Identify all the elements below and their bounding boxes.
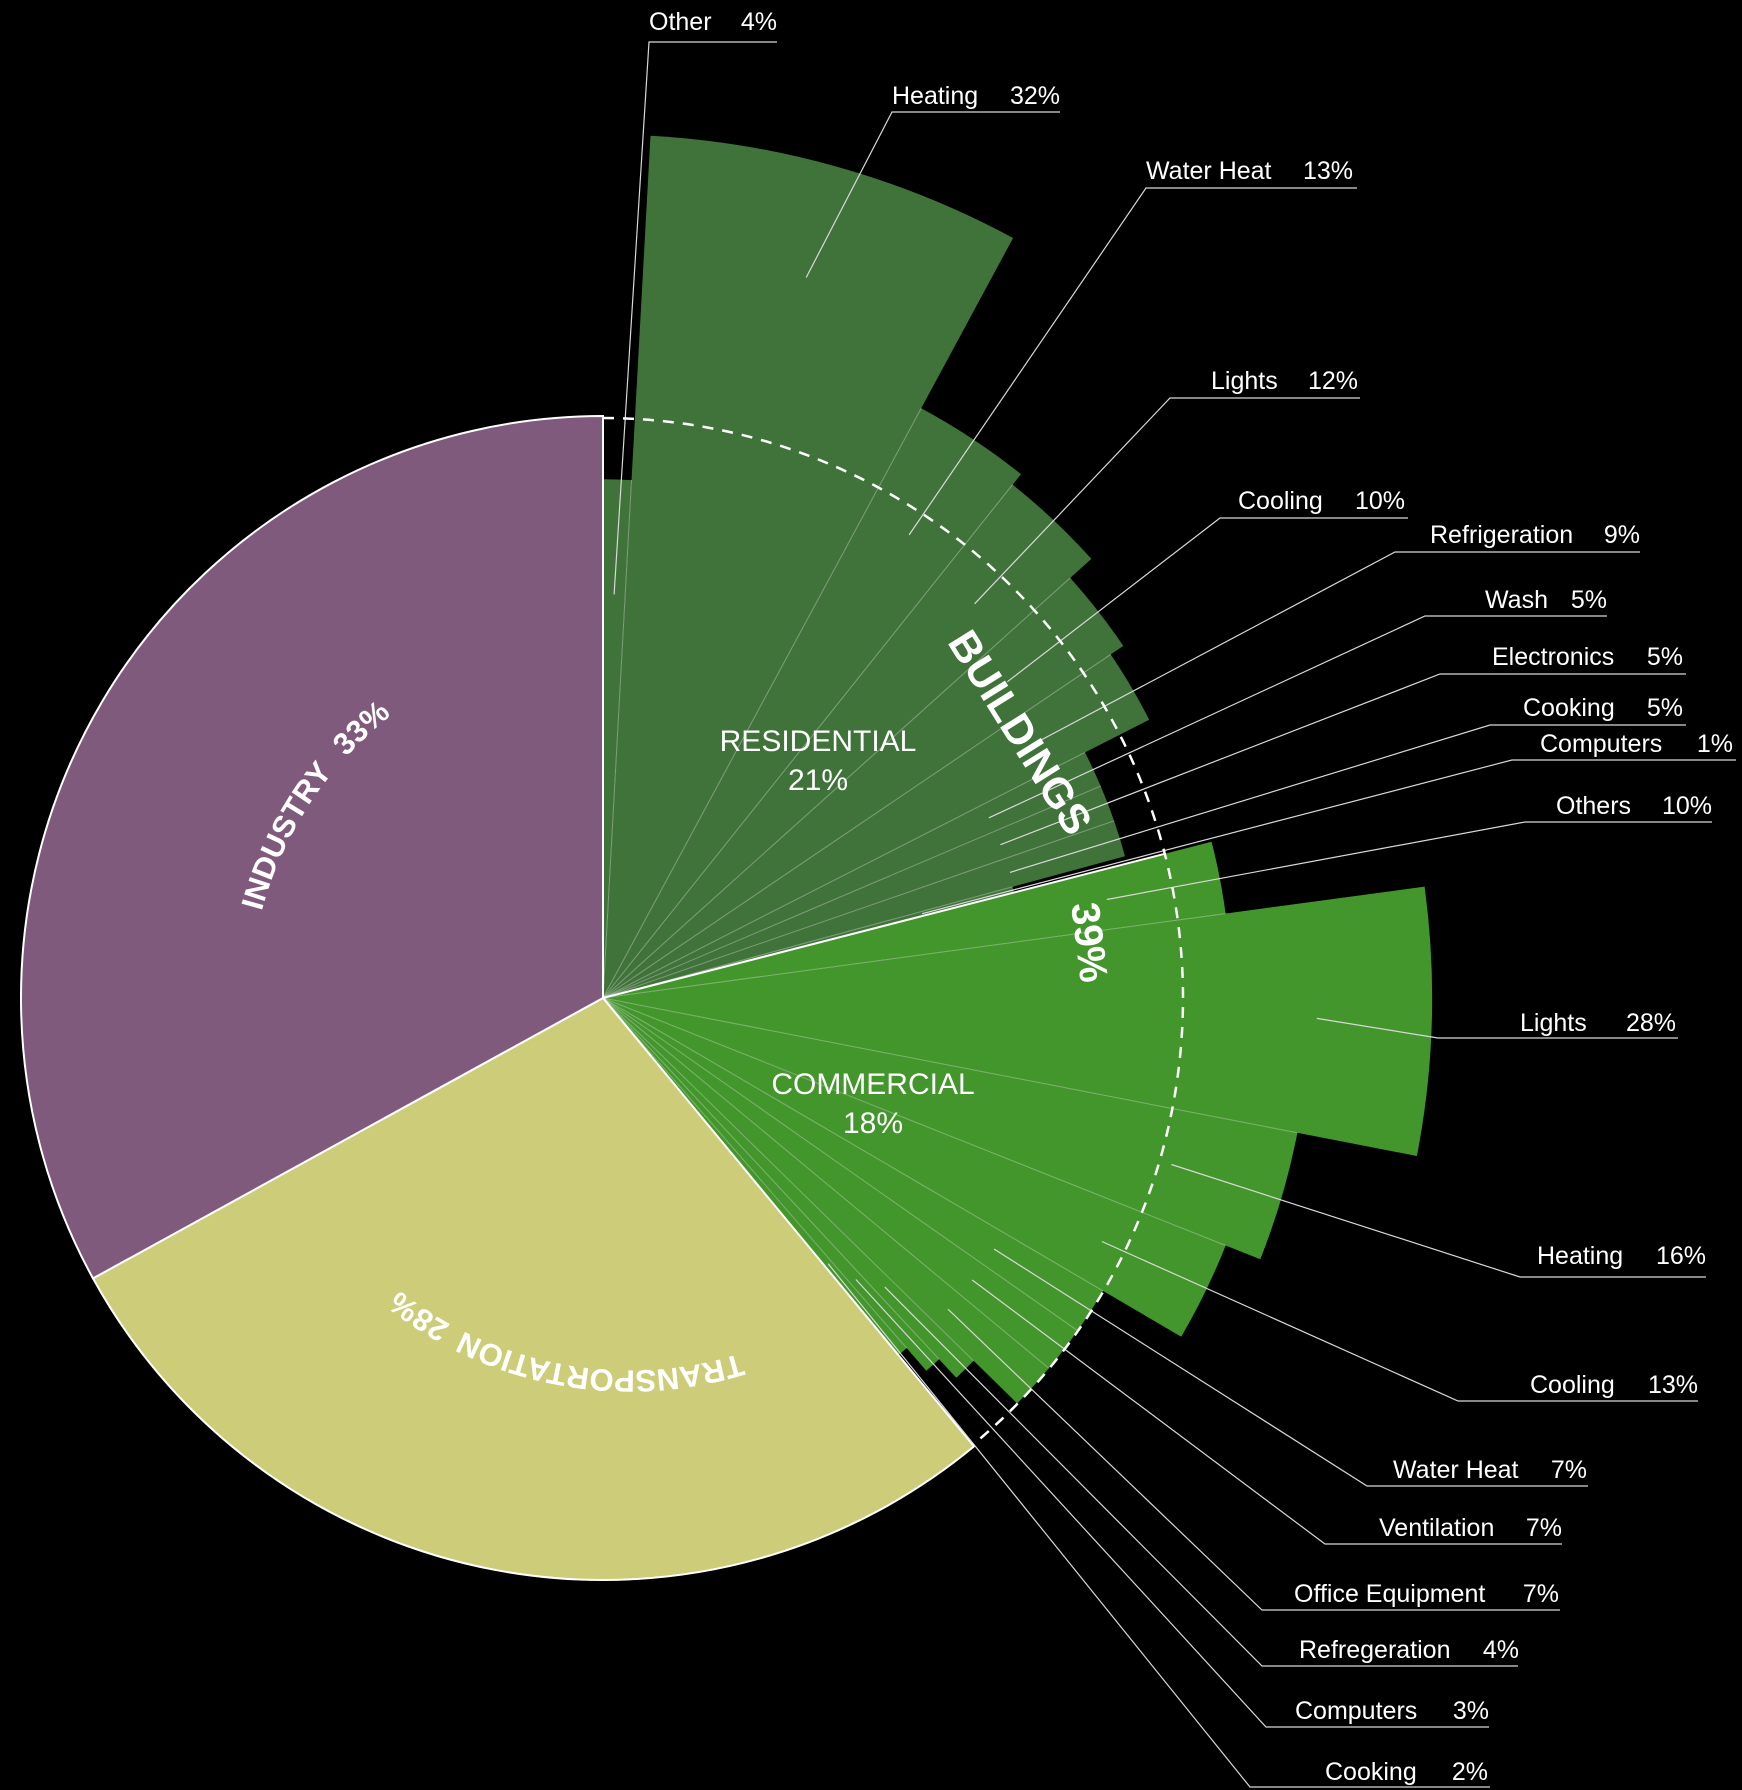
leader-line	[855, 1279, 1489, 1728]
bar-divider	[602, 820, 1115, 999]
res-label-electronics: Electronics 5%	[1492, 643, 1683, 671]
leader-line	[613, 41, 777, 595]
leader-line	[974, 397, 1360, 605]
res-label-cooling: Cooling 10%	[1238, 487, 1405, 515]
residential-labels: Other 4% Heating 32% Water Heat 13% Lights 1…	[649, 8, 1733, 758]
pie-slice-industry	[20, 414, 604, 1280]
res-label-refrigeration: Refrigeration 9%	[1430, 521, 1640, 549]
bar-divider	[602, 577, 1071, 999]
bar-divider	[602, 997, 1050, 1369]
res-label-cooking: Cooking 5%	[1523, 694, 1683, 722]
leader-line	[1106, 821, 1712, 901]
res-label-lights: Lights 12%	[1211, 367, 1358, 395]
bar-residential-electronics	[603, 786, 1115, 998]
bar-residential-other	[603, 479, 632, 998]
buildings-dashed-arc	[602, 416, 1185, 1446]
bar-residential-lights	[603, 484, 1092, 999]
leader-line	[971, 1279, 1562, 1545]
bar-divider	[602, 997, 1226, 1246]
leader-line	[805, 111, 1060, 278]
bar-residential-water-heat	[603, 408, 1021, 998]
bar-commercial-cooking	[603, 998, 907, 1356]
com-label-office-equipment: Office Equipment 7%	[1294, 1580, 1559, 1608]
res-label-water-heat: Water Heat 13%	[1146, 157, 1353, 185]
bar-divider	[602, 997, 974, 1362]
bar-divider	[602, 484, 1013, 999]
bar-divider	[602, 997, 907, 1349]
com-label-refregeration: Refregeration 4%	[1299, 1636, 1519, 1664]
leader-line	[1031, 551, 1640, 746]
bar-commercial-computers	[603, 998, 940, 1371]
leader-line	[993, 1248, 1588, 1487]
bar-residential-computers	[603, 886, 1014, 998]
bar-divider	[602, 913, 1226, 999]
bar-divider	[602, 653, 1111, 999]
buildings-value: 39%	[1062, 900, 1115, 985]
leader-line	[1316, 1017, 1678, 1039]
leader-line	[1101, 1240, 1698, 1402]
com-label-others: Others 10%	[1556, 792, 1712, 820]
main-pie-slices	[20, 414, 976, 1581]
commercial-labels: Others 10% Lights 28% Heating 16% Cooling 13…	[1294, 792, 1712, 1786]
bar-residential-cooling	[603, 577, 1124, 998]
bar-residential-wash	[603, 752, 1101, 998]
bar-residential-cooking	[603, 820, 1125, 998]
leader-line	[947, 1308, 1560, 1611]
bar-commercial-heating	[603, 998, 1298, 1260]
bar-divider	[602, 408, 922, 999]
leader-line	[827, 1263, 1490, 1788]
bar-divider-lines	[602, 408, 1298, 1369]
res-label-other: Other 4%	[649, 8, 777, 36]
bar-divider	[602, 997, 940, 1360]
segment-divider	[602, 852, 1166, 999]
bar-divider	[602, 751, 1086, 999]
bar-commercial-water-heat	[603, 998, 1104, 1331]
com-label-lights: Lights 28%	[1520, 1009, 1676, 1037]
leader-line	[1171, 1163, 1706, 1278]
pie-slice-transportation	[91, 996, 976, 1581]
leader-line	[908, 187, 1357, 536]
res-label-heating: Heating 32%	[892, 82, 1060, 110]
bar-divider	[602, 997, 1298, 1134]
bar-commercial-cooling	[603, 998, 1226, 1337]
bar-commercial-refregeration	[603, 998, 974, 1378]
bar-commercial-office-equipment	[603, 998, 1049, 1404]
bar-divider	[602, 997, 1078, 1332]
leader-lines	[613, 41, 1736, 1788]
leader-line	[1009, 724, 1686, 873]
bar-divider	[602, 997, 1104, 1292]
res-label-computers: Computers 1%	[1540, 730, 1733, 758]
com-label-ventilation: Ventilation 7%	[1379, 1514, 1562, 1542]
com-label-cooking: Cooking 2%	[1325, 1758, 1488, 1786]
leader-line	[1000, 673, 1686, 846]
bar-commercial-lights	[603, 886, 1433, 1156]
leader-line	[921, 759, 1736, 915]
res-label-wash: Wash 5%	[1485, 586, 1607, 614]
com-label-water-heat: Water Heat 7%	[1393, 1456, 1587, 1484]
bar-residential-refrigeration	[603, 654, 1150, 998]
bar-divider	[602, 480, 632, 999]
commercial-label: COMMERCIAL	[771, 1068, 974, 1101]
com-label-computers: Computers 3%	[1295, 1697, 1489, 1725]
residential-value: 21%	[788, 764, 848, 797]
com-label-cooling: Cooling 13%	[1530, 1371, 1698, 1399]
bar-commercial-ventilation	[603, 998, 1078, 1369]
com-label-heating: Heating 16%	[1537, 1242, 1706, 1270]
commercial-value: 18%	[843, 1107, 903, 1140]
leader-line	[884, 1286, 1518, 1667]
residential-label: RESIDENTIAL	[720, 725, 917, 758]
bar-residential-heating	[603, 135, 1014, 998]
leader-line	[988, 615, 1607, 819]
subcategory-bars	[603, 135, 1433, 1404]
leader-line	[1006, 517, 1408, 683]
bar-divider	[602, 785, 1101, 999]
